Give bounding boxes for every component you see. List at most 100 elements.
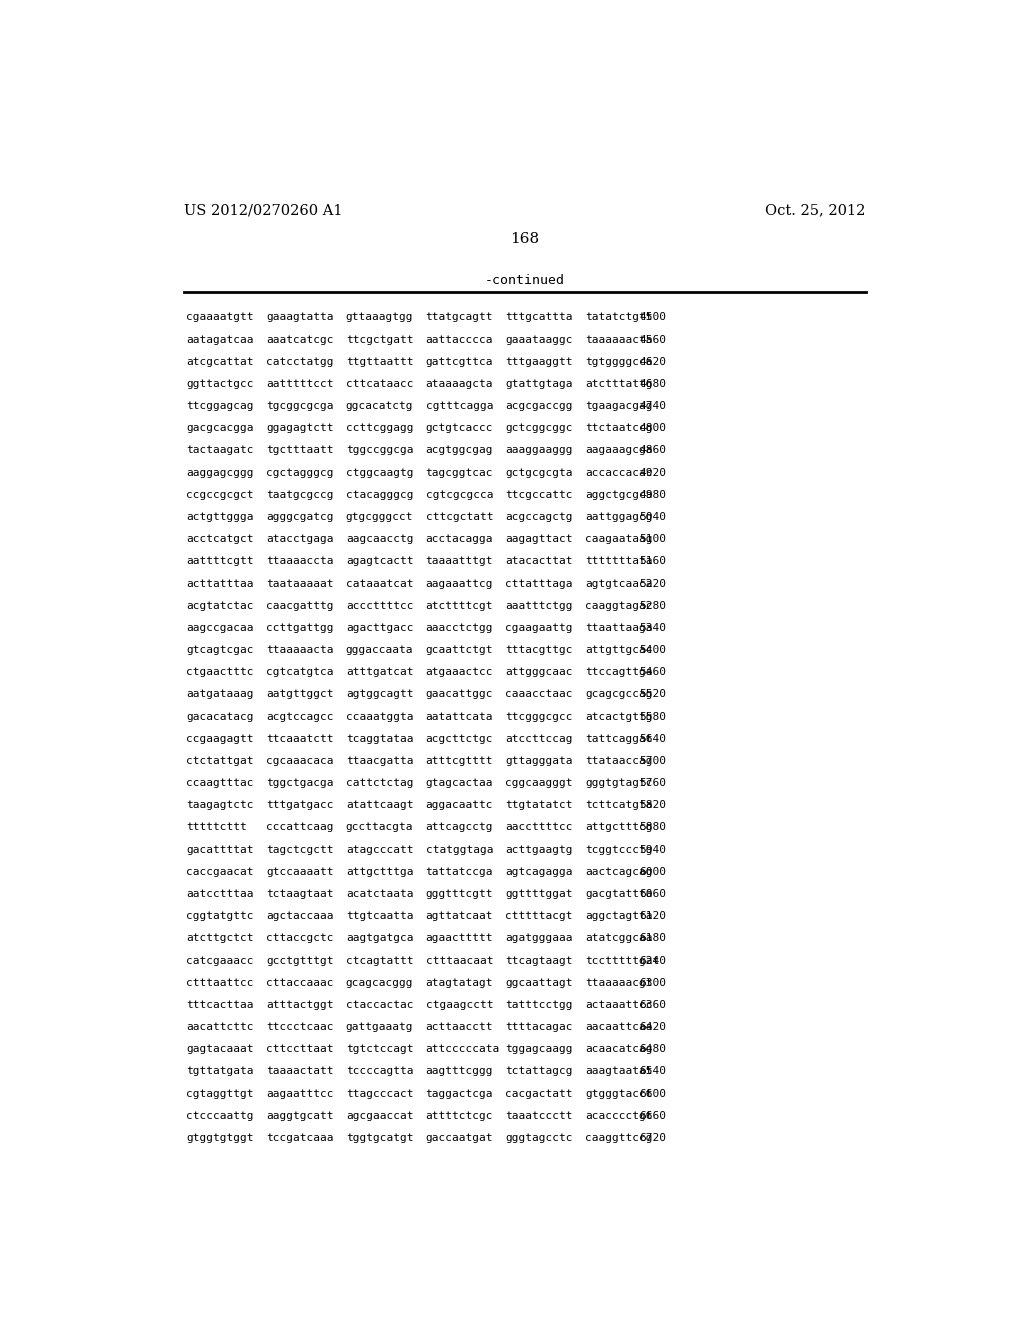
Text: 6060: 6060 [640, 888, 667, 899]
Text: tagcggtcac: tagcggtcac [426, 467, 494, 478]
Text: attgctttga: attgctttga [346, 867, 414, 876]
Text: ctaccactac: ctaccactac [346, 999, 414, 1010]
Text: ccttcggagg: ccttcggagg [346, 424, 414, 433]
Text: ttataaccag: ttataaccag [586, 756, 652, 766]
Text: ggttttggat: ggttttggat [506, 888, 572, 899]
Text: 5940: 5940 [640, 845, 667, 854]
Text: cattctctag: cattctctag [346, 777, 414, 788]
Text: tattatccga: tattatccga [426, 867, 494, 876]
Text: 5220: 5220 [640, 578, 667, 589]
Text: gcaattctgt: gcaattctgt [426, 645, 494, 655]
Text: tcaggtataa: tcaggtataa [346, 734, 414, 743]
Text: gacattttat: gacattttat [186, 845, 254, 854]
Text: acacccctgt: acacccctgt [586, 1110, 652, 1121]
Text: agtgtcaaca: agtgtcaaca [586, 578, 652, 589]
Text: 6480: 6480 [640, 1044, 667, 1055]
Text: cttccttaat: cttccttaat [266, 1044, 334, 1055]
Text: cggtatgttc: cggtatgttc [186, 911, 254, 921]
Text: 4800: 4800 [640, 424, 667, 433]
Text: tgttatgata: tgttatgata [186, 1067, 254, 1076]
Text: 4860: 4860 [640, 445, 667, 455]
Text: tttttcttt: tttttcttt [186, 822, 247, 833]
Text: gcctgtttgt: gcctgtttgt [266, 956, 334, 965]
Text: atagcccatt: atagcccatt [346, 845, 414, 854]
Text: aagcaacctg: aagcaacctg [346, 535, 414, 544]
Text: gaaataaggc: gaaataaggc [506, 334, 572, 345]
Text: aattttcgtt: aattttcgtt [186, 556, 254, 566]
Text: aaaggaaggg: aaaggaaggg [506, 445, 572, 455]
Text: tctattagcg: tctattagcg [506, 1067, 572, 1076]
Text: aaatcatcgc: aaatcatcgc [266, 334, 334, 345]
Text: tccccagtta: tccccagtta [346, 1067, 414, 1076]
Text: gggtgtagtc: gggtgtagtc [586, 777, 652, 788]
Text: tgctttaatt: tgctttaatt [266, 445, 334, 455]
Text: cccattcaag: cccattcaag [266, 822, 334, 833]
Text: gtagcactaa: gtagcactaa [426, 777, 494, 788]
Text: aggctagtta: aggctagtta [586, 911, 652, 921]
Text: ttccctcaac: ttccctcaac [266, 1022, 334, 1032]
Text: ttaaaaacta: ttaaaaacta [266, 645, 334, 655]
Text: 5820: 5820 [640, 800, 667, 810]
Text: ggcaattagt: ggcaattagt [506, 978, 572, 987]
Text: attgggcaac: attgggcaac [506, 667, 572, 677]
Text: ttgtcaatta: ttgtcaatta [346, 911, 414, 921]
Text: agagtcactt: agagtcactt [346, 556, 414, 566]
Text: 168: 168 [510, 232, 540, 247]
Text: ttcaaatctt: ttcaaatctt [266, 734, 334, 743]
Text: ccaaatggta: ccaaatggta [346, 711, 414, 722]
Text: aaccttttcc: aaccttttcc [506, 822, 572, 833]
Text: acgcttctgc: acgcttctgc [426, 734, 494, 743]
Text: atacctgaga: atacctgaga [266, 535, 334, 544]
Text: agacttgacc: agacttgacc [346, 623, 414, 632]
Text: cttaccgctc: cttaccgctc [266, 933, 334, 944]
Text: tctaagtaat: tctaagtaat [266, 888, 334, 899]
Text: 6120: 6120 [640, 911, 667, 921]
Text: ttaattaaga: ttaattaaga [586, 623, 652, 632]
Text: 5040: 5040 [640, 512, 667, 521]
Text: taaaaaacta: taaaaaacta [586, 334, 652, 345]
Text: atccttccag: atccttccag [506, 734, 572, 743]
Text: cgaagaattg: cgaagaattg [506, 623, 572, 632]
Text: acaacatcag: acaacatcag [586, 1044, 652, 1055]
Text: 6300: 6300 [640, 978, 667, 987]
Text: gccttacgta: gccttacgta [346, 822, 414, 833]
Text: tgaagacgag: tgaagacgag [586, 401, 652, 411]
Text: aaagtaatat: aaagtaatat [586, 1067, 652, 1076]
Text: tttgcattta: tttgcattta [506, 313, 572, 322]
Text: 5460: 5460 [640, 667, 667, 677]
Text: aatattcata: aatattcata [426, 711, 494, 722]
Text: gtgggtacct: gtgggtacct [586, 1089, 652, 1098]
Text: atgaaactcc: atgaaactcc [426, 667, 494, 677]
Text: 6000: 6000 [640, 867, 667, 876]
Text: acgtatctac: acgtatctac [186, 601, 254, 611]
Text: aagtgatgca: aagtgatgca [346, 933, 414, 944]
Text: 5640: 5640 [640, 734, 667, 743]
Text: aaatttctgg: aaatttctgg [506, 601, 572, 611]
Text: tggccggcga: tggccggcga [346, 445, 414, 455]
Text: 6240: 6240 [640, 956, 667, 965]
Text: cttcataacc: cttcataacc [346, 379, 414, 389]
Text: gattgaaatg: gattgaaatg [346, 1022, 414, 1032]
Text: aggacaattc: aggacaattc [426, 800, 494, 810]
Text: atagtatagt: atagtatagt [426, 978, 494, 987]
Text: aatagatcaa: aatagatcaa [186, 334, 254, 345]
Text: cttatttaga: cttatttaga [506, 578, 572, 589]
Text: acgtggcgag: acgtggcgag [426, 445, 494, 455]
Text: aaggtgcatt: aaggtgcatt [266, 1110, 334, 1121]
Text: ctttaacaat: ctttaacaat [426, 956, 494, 965]
Text: tggtgcatgt: tggtgcatgt [346, 1133, 414, 1143]
Text: gtattgtaga: gtattgtaga [506, 379, 572, 389]
Text: atttactggt: atttactggt [266, 999, 334, 1010]
Text: ccgccgcgct: ccgccgcgct [186, 490, 254, 500]
Text: gacgcacgga: gacgcacgga [186, 424, 254, 433]
Text: atcttgctct: atcttgctct [186, 933, 254, 944]
Text: agctaccaaa: agctaccaaa [266, 911, 334, 921]
Text: aaggagcggg: aaggagcggg [186, 467, 254, 478]
Text: ataaaagcta: ataaaagcta [426, 379, 494, 389]
Text: tttttttata: tttttttata [586, 556, 652, 566]
Text: acctcatgct: acctcatgct [186, 535, 254, 544]
Text: cacgactatt: cacgactatt [506, 1089, 572, 1098]
Text: ttttacagac: ttttacagac [506, 1022, 572, 1032]
Text: 4620: 4620 [640, 356, 667, 367]
Text: agttatcaat: agttatcaat [426, 911, 494, 921]
